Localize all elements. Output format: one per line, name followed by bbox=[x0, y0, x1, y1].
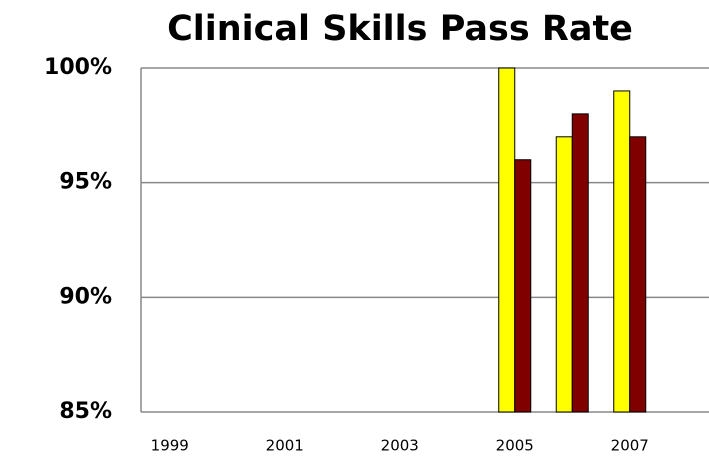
x-tick-label: 2001 bbox=[266, 437, 304, 455]
y-tick-label: 85% bbox=[59, 399, 112, 424]
y-tick-label: 95% bbox=[59, 170, 112, 195]
y-tick-label: 100% bbox=[44, 55, 112, 80]
bar bbox=[571, 113, 589, 413]
x-tick-label: 2003 bbox=[381, 437, 419, 455]
bar bbox=[514, 159, 532, 413]
x-tick-label: 2007 bbox=[611, 437, 649, 455]
chart-title: Clinical Skills Pass Rate bbox=[167, 9, 633, 49]
x-tick-label: 1999 bbox=[151, 437, 189, 455]
bar bbox=[613, 90, 631, 413]
y-tick-label: 90% bbox=[59, 284, 112, 309]
bar bbox=[629, 136, 647, 413]
bar bbox=[555, 136, 573, 413]
x-tick-label: 2005 bbox=[496, 437, 534, 455]
bar bbox=[498, 67, 516, 413]
